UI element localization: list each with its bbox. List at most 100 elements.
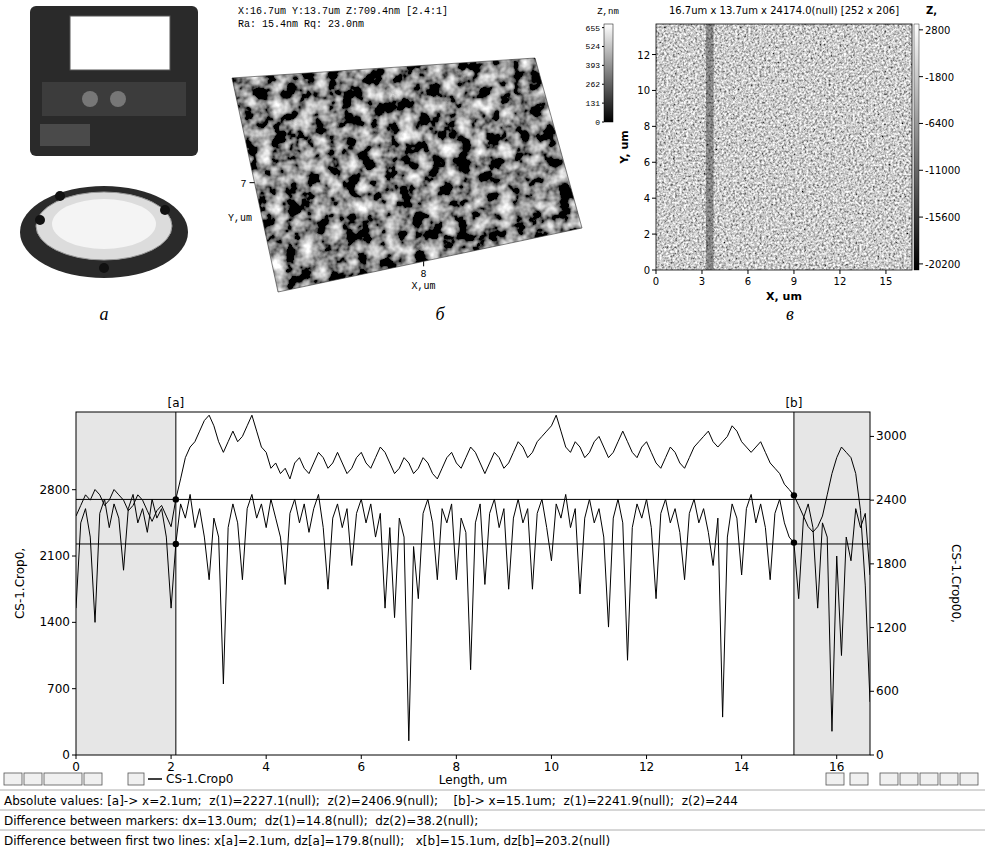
colorbar-label: 655 — [586, 24, 601, 33]
y-tick-label: 1400 — [39, 615, 70, 629]
map-texture — [656, 24, 912, 270]
y-tick-label: 700 — [47, 682, 70, 696]
marker-point — [173, 541, 179, 547]
y2-tick — [870, 500, 874, 501]
map-title: 16.7um x 13.7um x 24174.0(null) [252 x 2… — [669, 5, 899, 16]
tick-label: 7 — [240, 179, 246, 190]
y2-axis-title: CS-1.Crop00, — [949, 544, 963, 623]
colorbar-label: 131 — [586, 99, 601, 108]
x-tick — [76, 755, 77, 759]
status-separator — [0, 830, 985, 831]
nav-button[interactable] — [920, 773, 938, 785]
nav-button[interactable] — [24, 773, 42, 785]
tick-label: 0 — [644, 265, 650, 276]
colorbar-label: -15600 — [925, 212, 960, 223]
tick-label: 8 — [644, 121, 650, 132]
y2-tick — [870, 691, 874, 692]
tick — [423, 261, 424, 266]
legend-swatch — [148, 778, 162, 780]
tick-label: 9 — [791, 276, 797, 287]
nav-button[interactable] — [880, 773, 898, 785]
device-plate — [42, 82, 186, 116]
colorbar — [914, 24, 919, 270]
device-connector — [40, 124, 90, 146]
colorbar-tick — [919, 170, 923, 171]
y-tick — [72, 755, 76, 756]
x-tick — [551, 755, 552, 759]
tick-label: 12 — [637, 50, 650, 61]
y-tick — [72, 489, 76, 490]
panel-c: 16.7um x 13.7um x 24174.0(null) [252 x 2… — [618, 5, 960, 303]
profile-chart: [a][b]0246810121416070014002100280006001… — [13, 396, 963, 787]
holder-screw — [160, 205, 170, 215]
tick — [652, 126, 656, 127]
holder-screw — [35, 215, 45, 225]
marker-level-line — [76, 499, 870, 500]
status-separator — [0, 810, 985, 811]
nav-button[interactable] — [900, 773, 918, 785]
surface-header: Ra: 15.4nm Rq: 23.0nm — [238, 19, 364, 30]
tick-label: 12 — [834, 276, 847, 287]
device-screw — [82, 91, 98, 107]
x-tick-label: 8 — [453, 760, 461, 774]
y2-tick — [870, 755, 874, 756]
y-tick-label: 2100 — [39, 549, 70, 563]
tick-label: 2 — [644, 229, 650, 240]
colorbar-tick — [919, 123, 923, 124]
colorbar-title: Z,nm — [597, 7, 619, 17]
tick — [885, 270, 886, 274]
y2-tick — [870, 563, 874, 564]
panel-letter: а — [100, 304, 109, 324]
marker-point — [173, 496, 179, 502]
legend-button[interactable] — [128, 773, 144, 785]
y-tick — [72, 556, 76, 557]
x-tick — [171, 755, 172, 759]
colorbar-tick — [919, 263, 923, 264]
x-tick-label: 14 — [734, 760, 749, 774]
nav-button[interactable] — [850, 773, 868, 785]
colorbar-title: Z, — [926, 5, 937, 16]
axis-title: Y,um — [228, 213, 252, 224]
x-tick — [741, 755, 742, 759]
nav-button[interactable] — [84, 773, 102, 785]
tick-label: 15 — [880, 276, 893, 287]
marker-line — [175, 412, 176, 755]
x-tick-label: 16 — [829, 760, 844, 774]
status-area: Absolute values: [a]-> x=2.1um; z(1)=222… — [0, 790, 985, 848]
x-tick — [361, 755, 362, 759]
colorbar-label: 0 — [595, 118, 600, 127]
legend-label: CS-1.Crop0 — [166, 772, 233, 786]
nav-button[interactable] — [4, 773, 22, 785]
device-screw — [110, 91, 126, 107]
colorbar-tick — [602, 27, 604, 28]
x-tick — [456, 755, 457, 759]
map-band — [706, 24, 714, 270]
colorbar-label: -1800 — [925, 72, 954, 83]
y-tick — [72, 622, 76, 623]
plot-background — [76, 412, 870, 755]
axis-title: X,um — [412, 281, 436, 292]
colorbar-label: 393 — [586, 61, 601, 70]
axis-title: Y, um — [618, 130, 631, 164]
nav-button[interactable] — [940, 773, 958, 785]
marker-label: [b] — [785, 396, 802, 410]
tick-label: 8 — [421, 269, 427, 280]
nav-button[interactable] — [960, 773, 978, 785]
sample-disc — [36, 192, 172, 260]
tick-label: 0 — [653, 276, 659, 287]
axis-title: X, um — [766, 290, 802, 303]
nav-button[interactable] — [44, 773, 82, 785]
tick — [747, 270, 748, 274]
colorbar-label: -11000 — [925, 165, 960, 176]
y2-tick-label: 2400 — [876, 493, 907, 507]
x-tick-label: 6 — [357, 760, 365, 774]
tick — [652, 162, 656, 163]
tick — [249, 182, 254, 183]
nav-button[interactable] — [826, 773, 844, 785]
colorbar-label: -20200 — [925, 259, 960, 270]
colorbar-tick — [602, 103, 604, 104]
tick — [652, 90, 656, 91]
tick — [701, 270, 702, 274]
y2-tick — [870, 436, 874, 437]
colorbar-label: 262 — [586, 80, 601, 89]
